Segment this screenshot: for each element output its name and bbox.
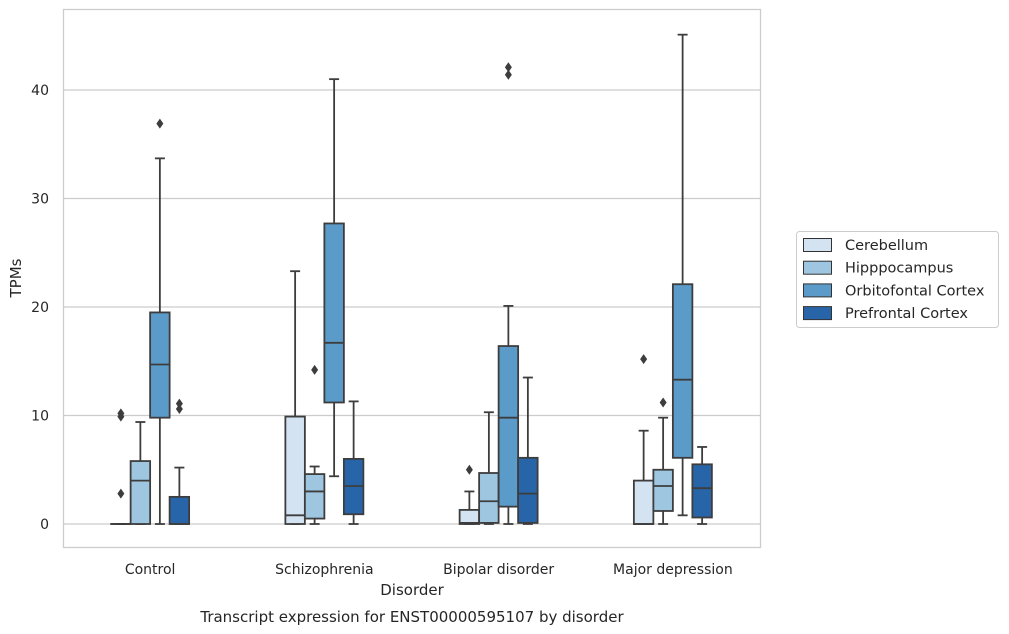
outlier-point: [175, 403, 183, 414]
box-body: [691, 463, 713, 519]
box-0-0: [110, 408, 132, 525]
outlier-point: [156, 118, 164, 129]
legend-frame: [796, 231, 999, 328]
box-body: [652, 468, 674, 512]
box-1-1: [303, 364, 326, 525]
legend-swatch: [803, 238, 832, 252]
plot-marks: [110, 33, 713, 525]
y-tick-label: 0: [40, 517, 49, 533]
box-body: [671, 283, 694, 459]
y-tick-label: 20: [31, 300, 49, 316]
box-body: [497, 345, 520, 508]
x-axis-label: Disorder: [380, 581, 444, 599]
plot-frame: [62, 8, 762, 549]
legend-label: Hipppocampus: [845, 261, 953, 277]
outlier-point: [504, 62, 512, 73]
box-2-0: [458, 464, 481, 525]
x-axis-ticks: Control Schizophrenia Bipolar disorder Majo…: [125, 562, 733, 578]
box-1-0: [284, 270, 306, 525]
outlier-point: [640, 354, 648, 365]
box-body: [458, 508, 481, 525]
box-1-2: [323, 78, 345, 478]
x-tick-label: Schizophrenia: [275, 562, 373, 578]
x-tick-label: Major depression: [613, 562, 733, 578]
x-tick-label: Control: [125, 562, 176, 578]
box-3-2: [671, 33, 694, 517]
box-3-3: [691, 446, 713, 525]
chart-title: Transcript expression for ENST0000059510…: [199, 608, 624, 626]
y-tick-label: 10: [31, 409, 49, 425]
outlier-point: [175, 398, 183, 409]
box-body: [284, 415, 306, 525]
box-body: [168, 495, 191, 525]
legend-label: Cerebellum: [845, 238, 928, 254]
box-body: [478, 472, 500, 524]
box-0-1: [129, 421, 152, 525]
box-body: [303, 473, 326, 520]
box-body: [323, 222, 345, 404]
box-body: [129, 460, 152, 525]
box-3-0: [632, 354, 655, 525]
box-1-3: [342, 400, 365, 525]
box-body: [632, 479, 655, 525]
legend: Cerebellum Hipppocampus Orbitofontal Corte…: [796, 231, 999, 328]
y-tick-label: 40: [31, 83, 49, 99]
box-body: [517, 456, 539, 524]
outlier-point: [504, 69, 512, 80]
outlier-point: [117, 488, 125, 499]
y-axis-ticks: 0 10 20 30 40: [31, 83, 49, 533]
box-2-3: [517, 376, 539, 525]
box-2-1: [478, 411, 500, 525]
box-0-2: [149, 118, 171, 525]
y-tick-label: 30: [31, 192, 49, 208]
gridlines: [63, 89, 760, 525]
outlier-point: [465, 464, 473, 475]
outlier-point: [117, 408, 125, 419]
outlier-point: [659, 397, 667, 408]
box-3-1: [652, 397, 674, 525]
box-2-2: [497, 62, 520, 525]
legend-label: Orbitofontal Cortex: [845, 283, 985, 299]
legend-swatch: [803, 306, 832, 321]
x-tick-label: Bipolar disorder: [443, 562, 554, 578]
outlier-point: [311, 364, 319, 375]
y-axis-label: TPMs: [7, 258, 25, 298]
legend-label: Prefrontal Cortex: [845, 306, 968, 322]
legend-swatch: [803, 283, 832, 298]
legend-swatch: [803, 260, 832, 275]
box-0-3: [168, 398, 191, 525]
